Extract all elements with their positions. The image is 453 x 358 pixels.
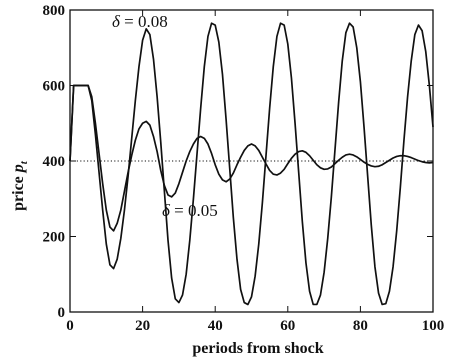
y-tick-label: 200: [43, 230, 66, 246]
x-ticks: 0 20 40 60 80 100: [66, 10, 444, 334]
y-tick-label: 800: [43, 3, 66, 19]
y-axis-label-symbol: p: [10, 164, 27, 174]
annotation-delta-005: δ = 0.05: [162, 201, 218, 220]
y-tick-label: 600: [43, 79, 66, 95]
y-tick-label: 400: [43, 154, 66, 170]
y-ticks: 0 200 400 600 800: [43, 3, 433, 321]
annotation-delta-008-text: = 0.08: [120, 12, 168, 31]
x-tick-label: 40: [208, 318, 223, 334]
y-axis-label-word: price: [10, 176, 27, 211]
annotation-delta-005-text: = 0.05: [170, 201, 218, 220]
series-group: [69, 22, 434, 306]
annotation-delta-008-symbol: δ: [112, 12, 121, 31]
y-tick-label: 0: [58, 305, 66, 321]
series-line-delta_0.05: [69, 84, 434, 232]
x-tick-label: 80: [353, 318, 368, 334]
annotation-delta-005-symbol: δ: [162, 201, 171, 220]
x-tick-label: 100: [422, 318, 445, 334]
y-axis-label: price pt: [10, 160, 30, 211]
x-axis-label: periods from shock: [192, 340, 323, 357]
x-tick-label: 0: [66, 318, 74, 334]
series-line-delta_0.08: [69, 22, 434, 306]
y-axis-label-subscript: t: [18, 160, 30, 164]
x-tick-label: 60: [280, 318, 295, 334]
annotation-delta-008: δ = 0.08: [112, 12, 168, 31]
x-tick-label: 20: [135, 318, 150, 334]
